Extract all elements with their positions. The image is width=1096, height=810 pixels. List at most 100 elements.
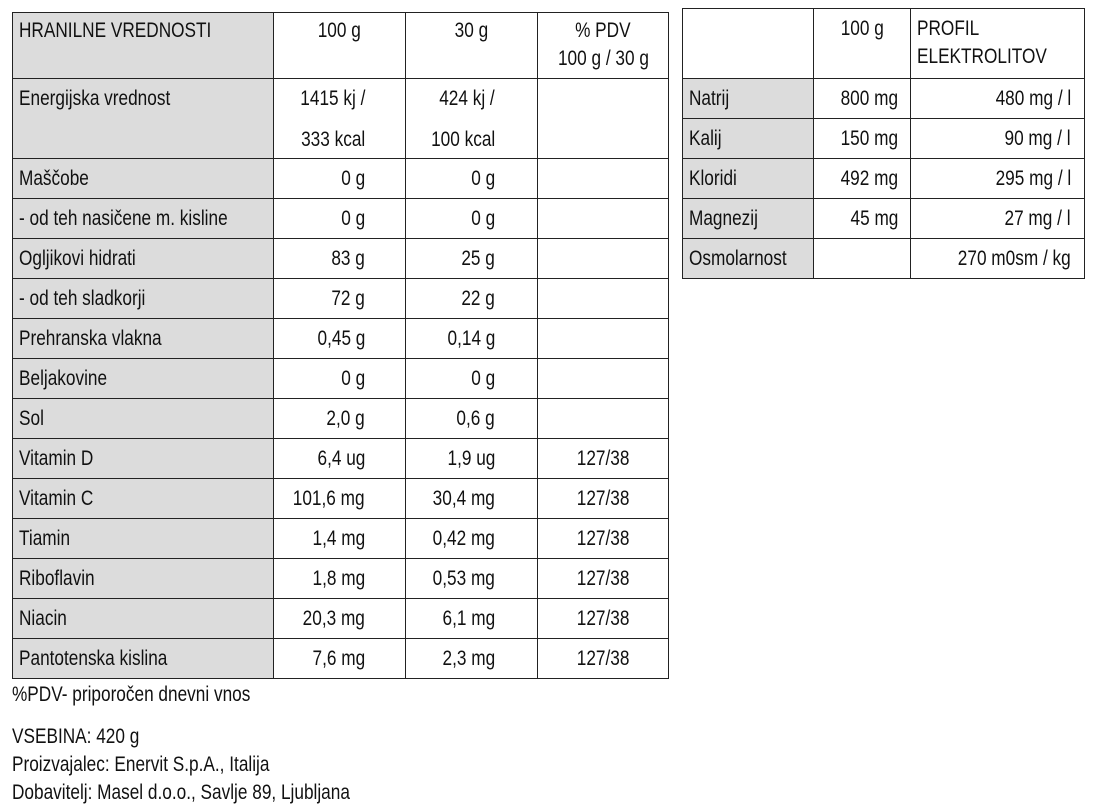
cell-text: - od teh sladkorji	[19, 287, 146, 310]
table-cell	[537, 78, 669, 159]
table-cell: Beljakovine	[12, 358, 274, 399]
footnote: %PDV- priporočen dnevni vnos	[12, 683, 251, 706]
table-cell: 127/38	[537, 598, 669, 639]
table-cell	[537, 318, 669, 359]
table-cell: 22 g	[405, 278, 538, 319]
table-cell	[537, 398, 669, 439]
table-cell: 100 g	[273, 12, 406, 79]
cell-text: 0 g	[341, 167, 365, 190]
cell-text: 127/38	[576, 527, 630, 550]
table-cell: 127/38	[537, 518, 669, 559]
cell-text: 100 g	[814, 17, 910, 41]
cell-text: 0 g	[471, 167, 495, 190]
cell-text: Vitamin D	[19, 447, 94, 470]
table-cell: 0,6 g	[405, 398, 538, 439]
cell-text: Natrij	[689, 87, 730, 110]
cell-text: 2,3 mg	[442, 647, 495, 670]
cell-text: 30 g	[406, 19, 537, 43]
table-cell: 0 g	[273, 158, 406, 199]
cell-text: 101,6 mg	[293, 487, 365, 510]
table-cell: 127/38	[537, 438, 669, 479]
table-cell: 0 g	[405, 358, 538, 399]
table-cell	[537, 278, 669, 319]
producer: Proizvajalec: Enervit S.p.A., Italija	[12, 753, 270, 776]
cell-text: 0 g	[471, 207, 495, 230]
table-cell: 83 g	[273, 238, 406, 279]
cell-text: 7,6 mg	[312, 647, 365, 670]
cell-text: 127/38	[538, 447, 668, 471]
cell-text: 150 mg	[840, 127, 898, 150]
table-cell: Vitamin C	[12, 478, 274, 519]
table-cell: Riboflavin	[12, 558, 274, 599]
cell-text: 27 mg / l	[1004, 207, 1071, 230]
table-cell: 72 g	[273, 278, 406, 319]
cell-text: 0 g	[341, 367, 365, 390]
cell-text: 2,0 g	[326, 407, 365, 430]
cell-text: 100 g	[317, 19, 362, 42]
cell-text: 100 g / 30 g	[557, 47, 649, 70]
table-cell: 45 mg	[813, 198, 911, 239]
cell-text: 424 kj /	[439, 87, 495, 110]
cell-text: Pantotenska kislina	[19, 647, 168, 670]
cell-text: 72 g	[331, 287, 365, 310]
cell-text: 333 kcal	[300, 128, 365, 151]
table-cell: Vitamin D	[12, 438, 274, 479]
table-cell: 2,3 mg	[405, 638, 538, 679]
cell-text: Prehranska vlakna	[19, 327, 162, 350]
cell-text: 127/38	[576, 647, 630, 670]
cell-text: 1415 kj /	[299, 87, 365, 110]
table-cell: 25 g	[405, 238, 538, 279]
table-cell: - od teh nasičene m. kisline	[12, 198, 274, 239]
table-cell: 1,4 mg	[273, 518, 406, 559]
cell-text: 0,53 mg	[432, 567, 495, 590]
cell-text: 30 g	[454, 19, 489, 42]
cell-text: Ogljikovi hidrati	[19, 247, 136, 270]
table-cell: 1,8 mg	[273, 558, 406, 599]
cell-text: 20,3 mg	[302, 607, 365, 630]
cell-text: Kloridi	[689, 167, 737, 190]
table-cell: 0 g	[405, 198, 538, 239]
cell-text: Sol	[19, 407, 44, 430]
cell-text: 127/38	[538, 567, 668, 591]
cell-text: 127/38	[576, 487, 630, 510]
table-cell: 2,0 g	[273, 398, 406, 439]
table-cell: Kalij	[682, 118, 814, 159]
table-cell: Energijska vrednost	[12, 78, 274, 159]
table-cell: Osmolarnost	[682, 238, 814, 279]
table-cell: 1415 kj / 333 kcal	[273, 78, 406, 159]
table-cell: Tiamin	[12, 518, 274, 559]
cell-text: % PDV	[575, 19, 631, 42]
cell-text: 90 mg / l	[1004, 127, 1071, 150]
cell-text: 6,4 ug	[317, 447, 365, 470]
cell-text: - od teh nasičene m. kisline	[19, 207, 228, 230]
table-cell: 100 g	[813, 8, 911, 79]
table-cell	[813, 238, 911, 279]
cell-text: Osmolarnost	[689, 247, 787, 270]
table-cell: 6,4 ug	[273, 438, 406, 479]
cell-text: PROFIL	[917, 17, 980, 40]
cell-text: 127/38	[576, 447, 630, 470]
table-cell: 270 m0sm / kg	[910, 238, 1085, 279]
cell-text: Kalij	[689, 127, 722, 150]
table-cell: 101,6 mg	[273, 478, 406, 519]
table-cell: 492 mg	[813, 158, 911, 199]
table-cell: HRANILNE VREDNOSTI	[12, 12, 274, 79]
cell-text: 800 mg	[840, 87, 898, 110]
table-cell: 1,9 ug	[405, 438, 538, 479]
cell-text: 480 mg / l	[995, 87, 1071, 110]
table-cell: Kloridi	[682, 158, 814, 199]
table-cell: 127/38	[537, 638, 669, 679]
cell-text: 295 mg / l	[995, 167, 1071, 190]
cell-text: Niacin	[19, 607, 67, 630]
cell-text: 100 g / 30 g	[538, 47, 668, 71]
table-cell: 480 mg / l	[910, 78, 1085, 119]
table-cell	[537, 198, 669, 239]
cell-text: 0 g	[341, 207, 365, 230]
table-cell: 0,45 g	[273, 318, 406, 359]
table-cell	[537, 158, 669, 199]
cell-text: 100 g	[840, 17, 884, 40]
cell-text: 127/38	[576, 607, 630, 630]
table-cell	[537, 358, 669, 399]
cell-text: % PDV	[538, 19, 668, 43]
cell-text: 83 g	[331, 247, 365, 270]
